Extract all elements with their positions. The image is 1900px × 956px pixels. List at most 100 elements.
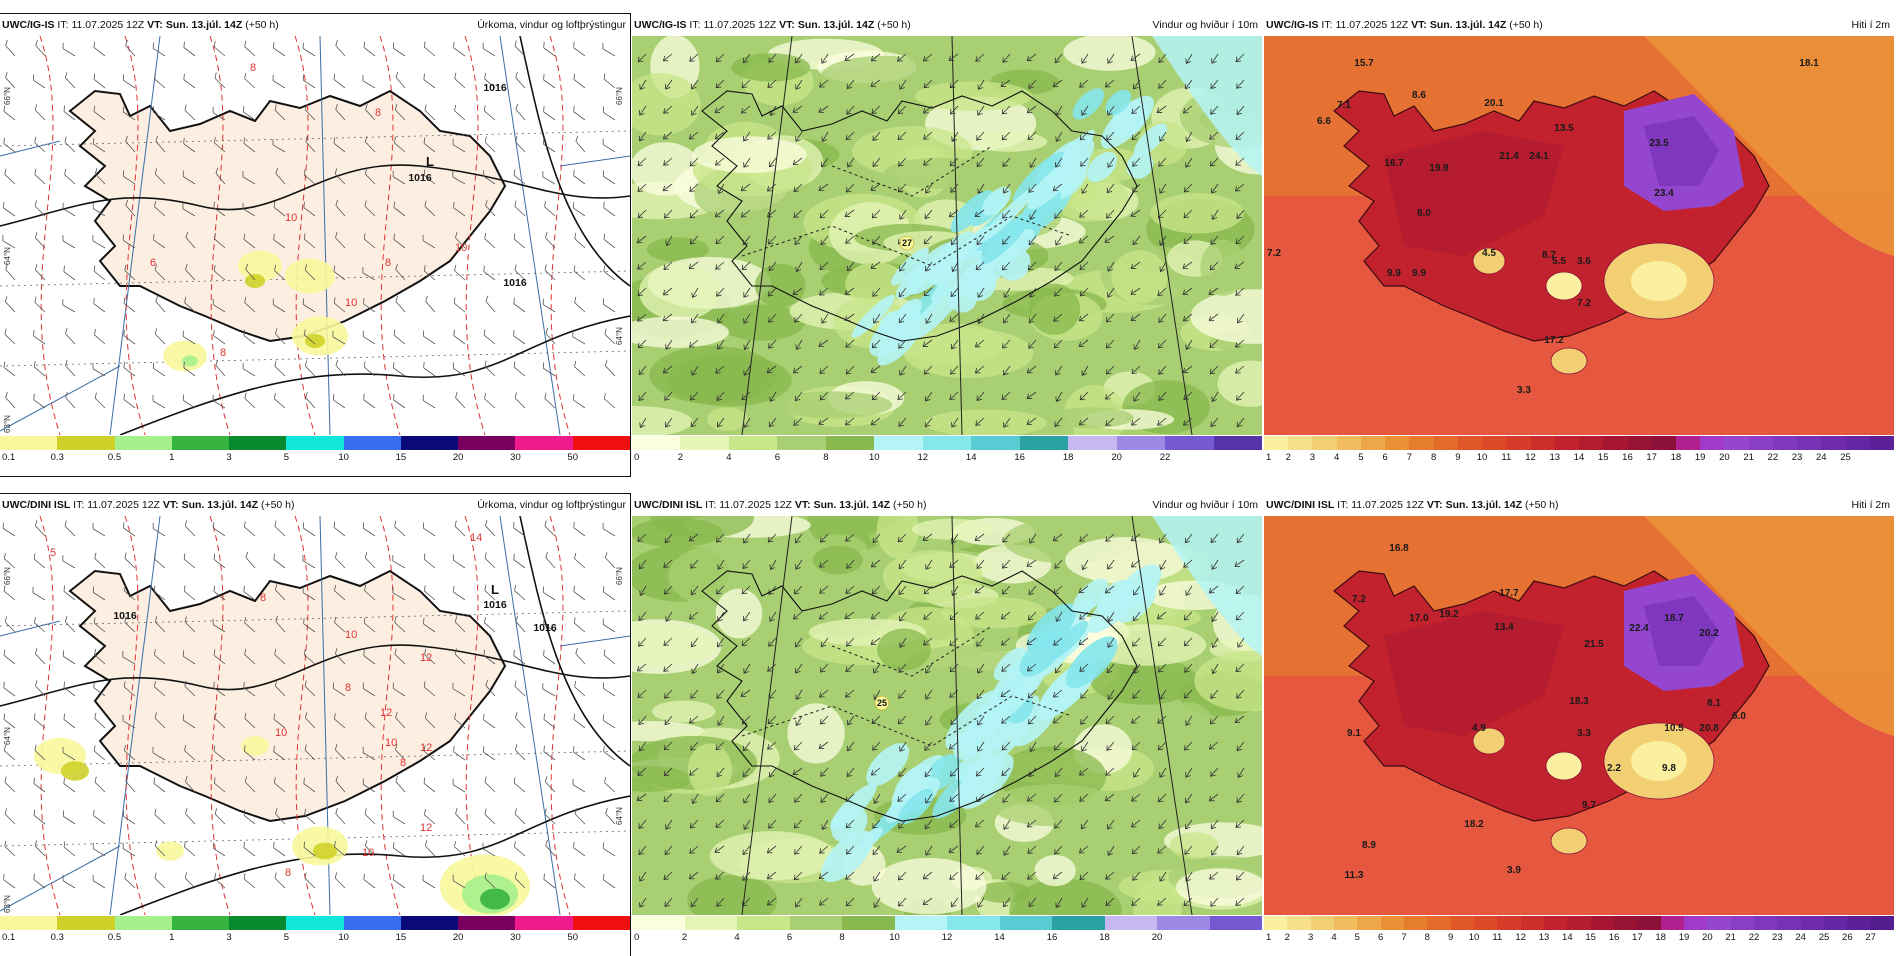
wind-arrow	[714, 131, 725, 140]
it-value: 11.07.2025 12Z	[87, 499, 160, 511]
isobar-label: 1016	[483, 599, 507, 611]
wind-arrow	[1182, 261, 1193, 269]
wind-arrow	[974, 339, 985, 348]
wind-arrow	[1054, 287, 1063, 297]
wind-barb	[4, 776, 16, 793]
wind-barb	[93, 681, 106, 697]
wind-arrow	[716, 689, 725, 699]
wind-arrow	[793, 209, 803, 218]
wind-arrow	[1235, 585, 1245, 595]
wind-arrow	[1157, 741, 1167, 751]
wind-barb	[604, 328, 616, 345]
wind-arrow	[1185, 819, 1193, 830]
colorbar-tick-label: 21	[1725, 932, 1736, 943]
wind-barb	[483, 329, 496, 345]
colorbar-ticks: 0 2 4 6 8 10 12 14 16 18 20 22	[632, 452, 1262, 466]
wind-barb	[123, 361, 136, 377]
wind-arrow	[870, 611, 881, 620]
colorbar-tick-label: 20	[1719, 452, 1730, 463]
wind-barb	[393, 842, 406, 857]
wind-barb	[93, 138, 106, 153]
wind-barb	[152, 746, 166, 761]
wind-barb	[602, 522, 616, 537]
wind-arrow	[1053, 339, 1063, 349]
wind-arrow	[1029, 533, 1037, 544]
it-label: IT:	[1321, 19, 1333, 31]
wind-barb	[304, 360, 316, 377]
precip-contour-label: 10	[362, 847, 374, 859]
wind-arrow	[922, 897, 933, 906]
wind-arrow	[1001, 741, 1011, 751]
wind-arrow	[1055, 235, 1063, 246]
wind-barb	[92, 235, 106, 249]
wind-arrow	[1001, 871, 1011, 880]
wind-barb	[333, 265, 346, 281]
wind-arrow	[766, 183, 777, 192]
wind-barb	[184, 872, 196, 889]
wind-arrow	[767, 663, 777, 672]
wind-arrow	[976, 689, 985, 700]
wind-barb	[423, 265, 436, 281]
panel-header: UWC/IG-IS IT: 11.07.2025 12Z VT: Sun. 13…	[1266, 18, 1892, 32]
wind-barb	[603, 265, 616, 281]
wind-barb	[215, 167, 226, 185]
wind-arrow	[976, 391, 985, 402]
wind-barb	[364, 136, 376, 153]
wind-arrow	[1105, 871, 1115, 880]
wind-arrow	[691, 313, 699, 324]
wind-barb	[392, 810, 406, 825]
panel-header: UWC/DINI ISL IT: 11.07.2025 12Z VT: Sun.…	[1266, 498, 1892, 512]
wind-barb	[602, 842, 616, 857]
wind-arrow	[1001, 391, 1011, 400]
isobar-label: 1016	[483, 82, 507, 94]
wind-arrow	[1028, 183, 1037, 193]
wind-arrow	[1054, 261, 1063, 271]
wind-barb	[303, 618, 316, 633]
wind-arrow	[664, 897, 673, 908]
wind-barb	[33, 873, 46, 889]
wind-arrow	[664, 689, 673, 699]
wind-arrow	[1183, 183, 1193, 193]
wind-barb	[3, 873, 16, 889]
colorbar-tick-label: 2	[1284, 932, 1290, 943]
wind-barb	[122, 651, 136, 665]
wind-barb	[275, 167, 286, 185]
colorbar-swatch	[57, 436, 115, 450]
wind-barb	[122, 234, 136, 249]
wind-arrow	[872, 235, 881, 245]
wind-arrow	[818, 741, 829, 749]
wind-arrow	[795, 559, 803, 570]
wind-barb	[124, 872, 136, 889]
wind-barb	[63, 265, 76, 281]
colorbar-swatch	[1683, 916, 1708, 930]
wind-arrow	[844, 611, 855, 619]
wind-arrow	[949, 819, 959, 828]
precip-contour-label: 8	[285, 867, 291, 879]
wind-barb	[605, 360, 616, 377]
colorbar-tick-label: 7	[1401, 932, 1407, 943]
wind-arrow	[871, 339, 881, 349]
colorbar-tick-label: 14	[994, 932, 1005, 943]
it-value: 11.07.2025 12Z	[71, 19, 145, 31]
wind-barb	[333, 297, 346, 313]
wind-barb	[514, 680, 526, 697]
wind-arrow	[820, 793, 829, 803]
wind-barb	[34, 232, 46, 249]
wind-arrow	[1156, 105, 1167, 113]
colorbar-tick-label: 9	[1448, 932, 1454, 943]
wind-arrow	[1158, 157, 1167, 167]
temperature-value-label: 6.0	[1732, 711, 1746, 722]
wind-arrow	[923, 585, 933, 595]
wind-arrow	[1210, 79, 1219, 89]
wind-arrow	[1130, 533, 1141, 542]
wind-arrow	[1132, 183, 1141, 193]
wind-arrow	[846, 79, 855, 90]
wind-arrow	[1130, 559, 1141, 568]
wind-arrow	[1107, 845, 1115, 856]
latitude-label: 64°N	[615, 327, 624, 345]
wind-arrow	[819, 365, 829, 374]
wind-barb	[425, 295, 436, 313]
wind-barb	[393, 874, 406, 889]
wind-barb	[424, 200, 436, 217]
wind-arrow	[742, 559, 751, 569]
